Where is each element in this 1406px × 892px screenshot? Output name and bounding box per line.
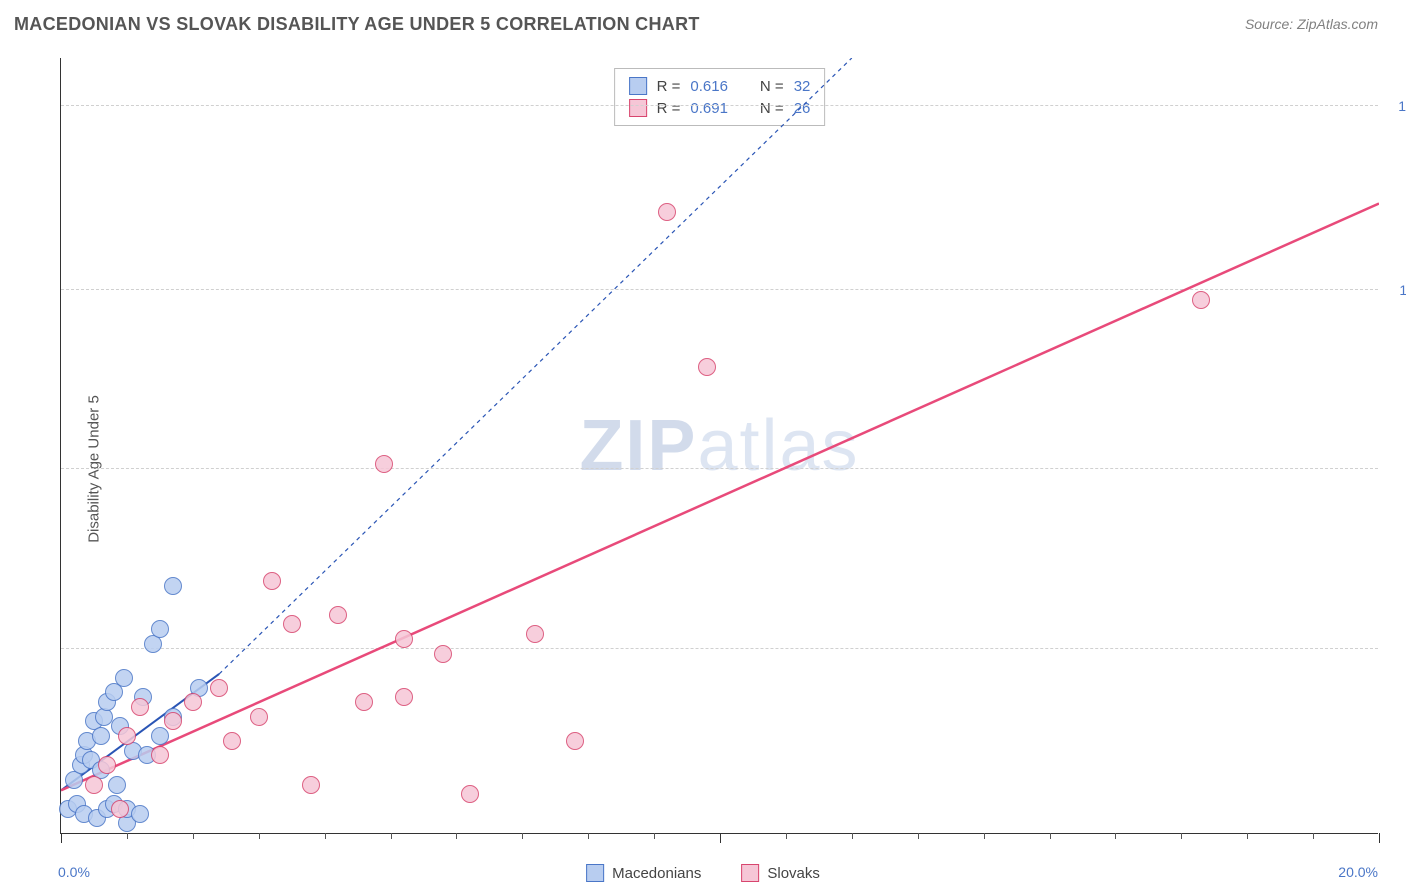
scatter-point	[250, 708, 268, 726]
stat-n-value: 32	[794, 78, 811, 95]
stat-r-value: 0.691	[690, 100, 728, 117]
watermark: ZIPatlas	[579, 405, 859, 487]
stat-n-label: N =	[760, 78, 784, 95]
x-tick-minor	[456, 833, 457, 839]
scatter-point	[698, 358, 716, 376]
scatter-point	[184, 693, 202, 711]
stats-row: R = 0.691 N = 26	[629, 97, 811, 119]
y-tick-label: 7.5%	[1383, 461, 1406, 477]
stats-row: R = 0.616 N = 32	[629, 75, 811, 97]
scatter-point	[92, 727, 110, 745]
scatter-point	[164, 712, 182, 730]
chart-title: MACEDONIAN VS SLOVAK DISABILITY AGE UNDE…	[14, 14, 700, 35]
scatter-point	[355, 693, 373, 711]
plot-area: ZIPatlas R =0.616N =32R =0.691N =26 3.8%…	[60, 58, 1378, 834]
source-name: ZipAtlas.com	[1297, 16, 1378, 32]
x-tick-minor	[1247, 833, 1248, 839]
gridline-h	[61, 289, 1378, 290]
x-tick-major	[1379, 833, 1380, 843]
x-tick-minor	[1181, 833, 1182, 839]
scatter-point	[151, 746, 169, 764]
x-tick-minor	[127, 833, 128, 839]
x-tick-minor	[918, 833, 919, 839]
scatter-point	[108, 776, 126, 794]
x-axis-max-label: 20.0%	[1338, 864, 1378, 880]
x-tick-minor	[391, 833, 392, 839]
watermark-bold: ZIP	[579, 406, 697, 486]
legend-swatch	[629, 77, 647, 95]
stat-n-label: N =	[760, 100, 784, 117]
x-tick-minor	[522, 833, 523, 839]
scatter-point	[151, 727, 169, 745]
x-tick-minor	[786, 833, 787, 839]
scatter-point	[526, 625, 544, 643]
scatter-point	[461, 785, 479, 803]
x-tick-major	[61, 833, 62, 843]
source-prefix: Source:	[1245, 16, 1297, 32]
scatter-point	[263, 572, 281, 590]
scatter-point	[164, 577, 182, 595]
x-tick-minor	[852, 833, 853, 839]
gridline-h	[61, 648, 1378, 649]
scatter-point	[1192, 291, 1210, 309]
y-tick-label: 3.8%	[1383, 641, 1406, 657]
y-tick-label: 11.2%	[1383, 282, 1406, 298]
scatter-point	[329, 606, 347, 624]
x-tick-major	[720, 833, 721, 843]
scatter-point	[131, 805, 149, 823]
x-tick-minor	[325, 833, 326, 839]
trend-line	[61, 204, 1379, 791]
gridline-h	[61, 105, 1378, 106]
watermark-light: atlas	[697, 406, 859, 486]
y-tick-label: 15.0%	[1383, 98, 1406, 114]
x-tick-minor	[1313, 833, 1314, 839]
scatter-point	[98, 756, 116, 774]
chart-container: Disability Age Under 5 ZIPatlas R =0.616…	[14, 50, 1392, 888]
scatter-point	[85, 776, 103, 794]
x-tick-minor	[259, 833, 260, 839]
x-tick-minor	[588, 833, 589, 839]
scatter-point	[566, 732, 584, 750]
legend-item: Slovaks	[741, 864, 820, 882]
scatter-point	[395, 630, 413, 648]
x-axis-min-label: 0.0%	[58, 864, 90, 880]
scatter-point	[302, 776, 320, 794]
scatter-point	[111, 800, 129, 818]
x-tick-minor	[984, 833, 985, 839]
scatter-point	[658, 203, 676, 221]
series-legend: Macedonians Slovaks	[586, 864, 820, 882]
scatter-point	[151, 620, 169, 638]
stat-r-label: R =	[657, 78, 681, 95]
scatter-point	[395, 688, 413, 706]
scatter-point	[375, 455, 393, 473]
stat-r-value: 0.616	[690, 78, 728, 95]
scatter-point	[223, 732, 241, 750]
scatter-point	[434, 645, 452, 663]
stat-n-value: 26	[794, 100, 811, 117]
legend-swatch	[586, 864, 604, 882]
stat-r-label: R =	[657, 100, 681, 117]
legend-item: Macedonians	[586, 864, 701, 882]
legend-label: Macedonians	[612, 865, 701, 882]
legend-label: Slovaks	[767, 865, 820, 882]
legend-swatch	[629, 99, 647, 117]
trend-line-extension	[219, 58, 852, 674]
correlation-stats-box: R = 0.616 N = 32 R = 0.691 N = 26	[614, 68, 826, 126]
x-tick-minor	[1050, 833, 1051, 839]
legend-swatch	[741, 864, 759, 882]
x-tick-minor	[1115, 833, 1116, 839]
x-tick-minor	[654, 833, 655, 839]
scatter-point	[115, 669, 133, 687]
scatter-point	[283, 615, 301, 633]
x-tick-minor	[193, 833, 194, 839]
scatter-point	[131, 698, 149, 716]
scatter-point	[118, 727, 136, 745]
gridline-h	[61, 468, 1378, 469]
source-attribution: Source: ZipAtlas.com	[1245, 16, 1378, 34]
scatter-point	[210, 679, 228, 697]
